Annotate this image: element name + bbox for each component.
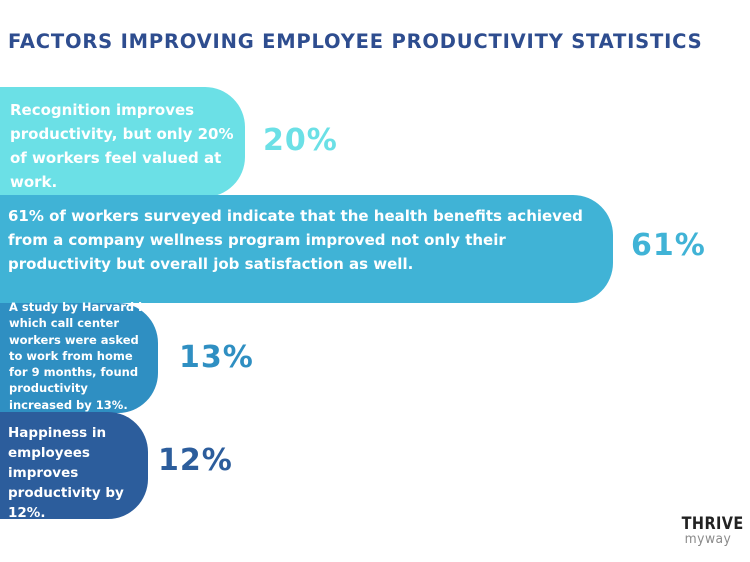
value-label-wellness: 61% bbox=[631, 228, 706, 263]
logo-top-text: THRIVE bbox=[681, 514, 744, 534]
bar-wellness: 61% of workers surveyed indicate that th… bbox=[0, 195, 613, 303]
bar-label-wellness: 61% of workers surveyed indicate that th… bbox=[8, 207, 583, 273]
bar-label-happiness: Happiness in employees improves producti… bbox=[8, 424, 124, 521]
value-label-work-from-home: 13% bbox=[179, 340, 254, 375]
bar-work-from-home: A study by Harvard in which call center … bbox=[0, 300, 158, 413]
value-label-recognition: 20% bbox=[263, 123, 338, 158]
logo-bottom-text: myway bbox=[684, 532, 732, 547]
bar-label-recognition: Recognition improves productivity, but o… bbox=[10, 101, 234, 191]
chart-title: FACTORS IMPROVING EMPLOYEE PRODUCTIVITY … bbox=[8, 30, 703, 53]
thrive-my-way-logo: THRIVE myway bbox=[677, 514, 744, 547]
bar-recognition: Recognition improves productivity, but o… bbox=[0, 87, 245, 197]
bar-happiness: Happiness in employees improves producti… bbox=[0, 412, 148, 521]
bar-label-work-from-home: A study by Harvard in which call center … bbox=[9, 299, 151, 412]
value-label-happiness: 12% bbox=[158, 443, 233, 478]
